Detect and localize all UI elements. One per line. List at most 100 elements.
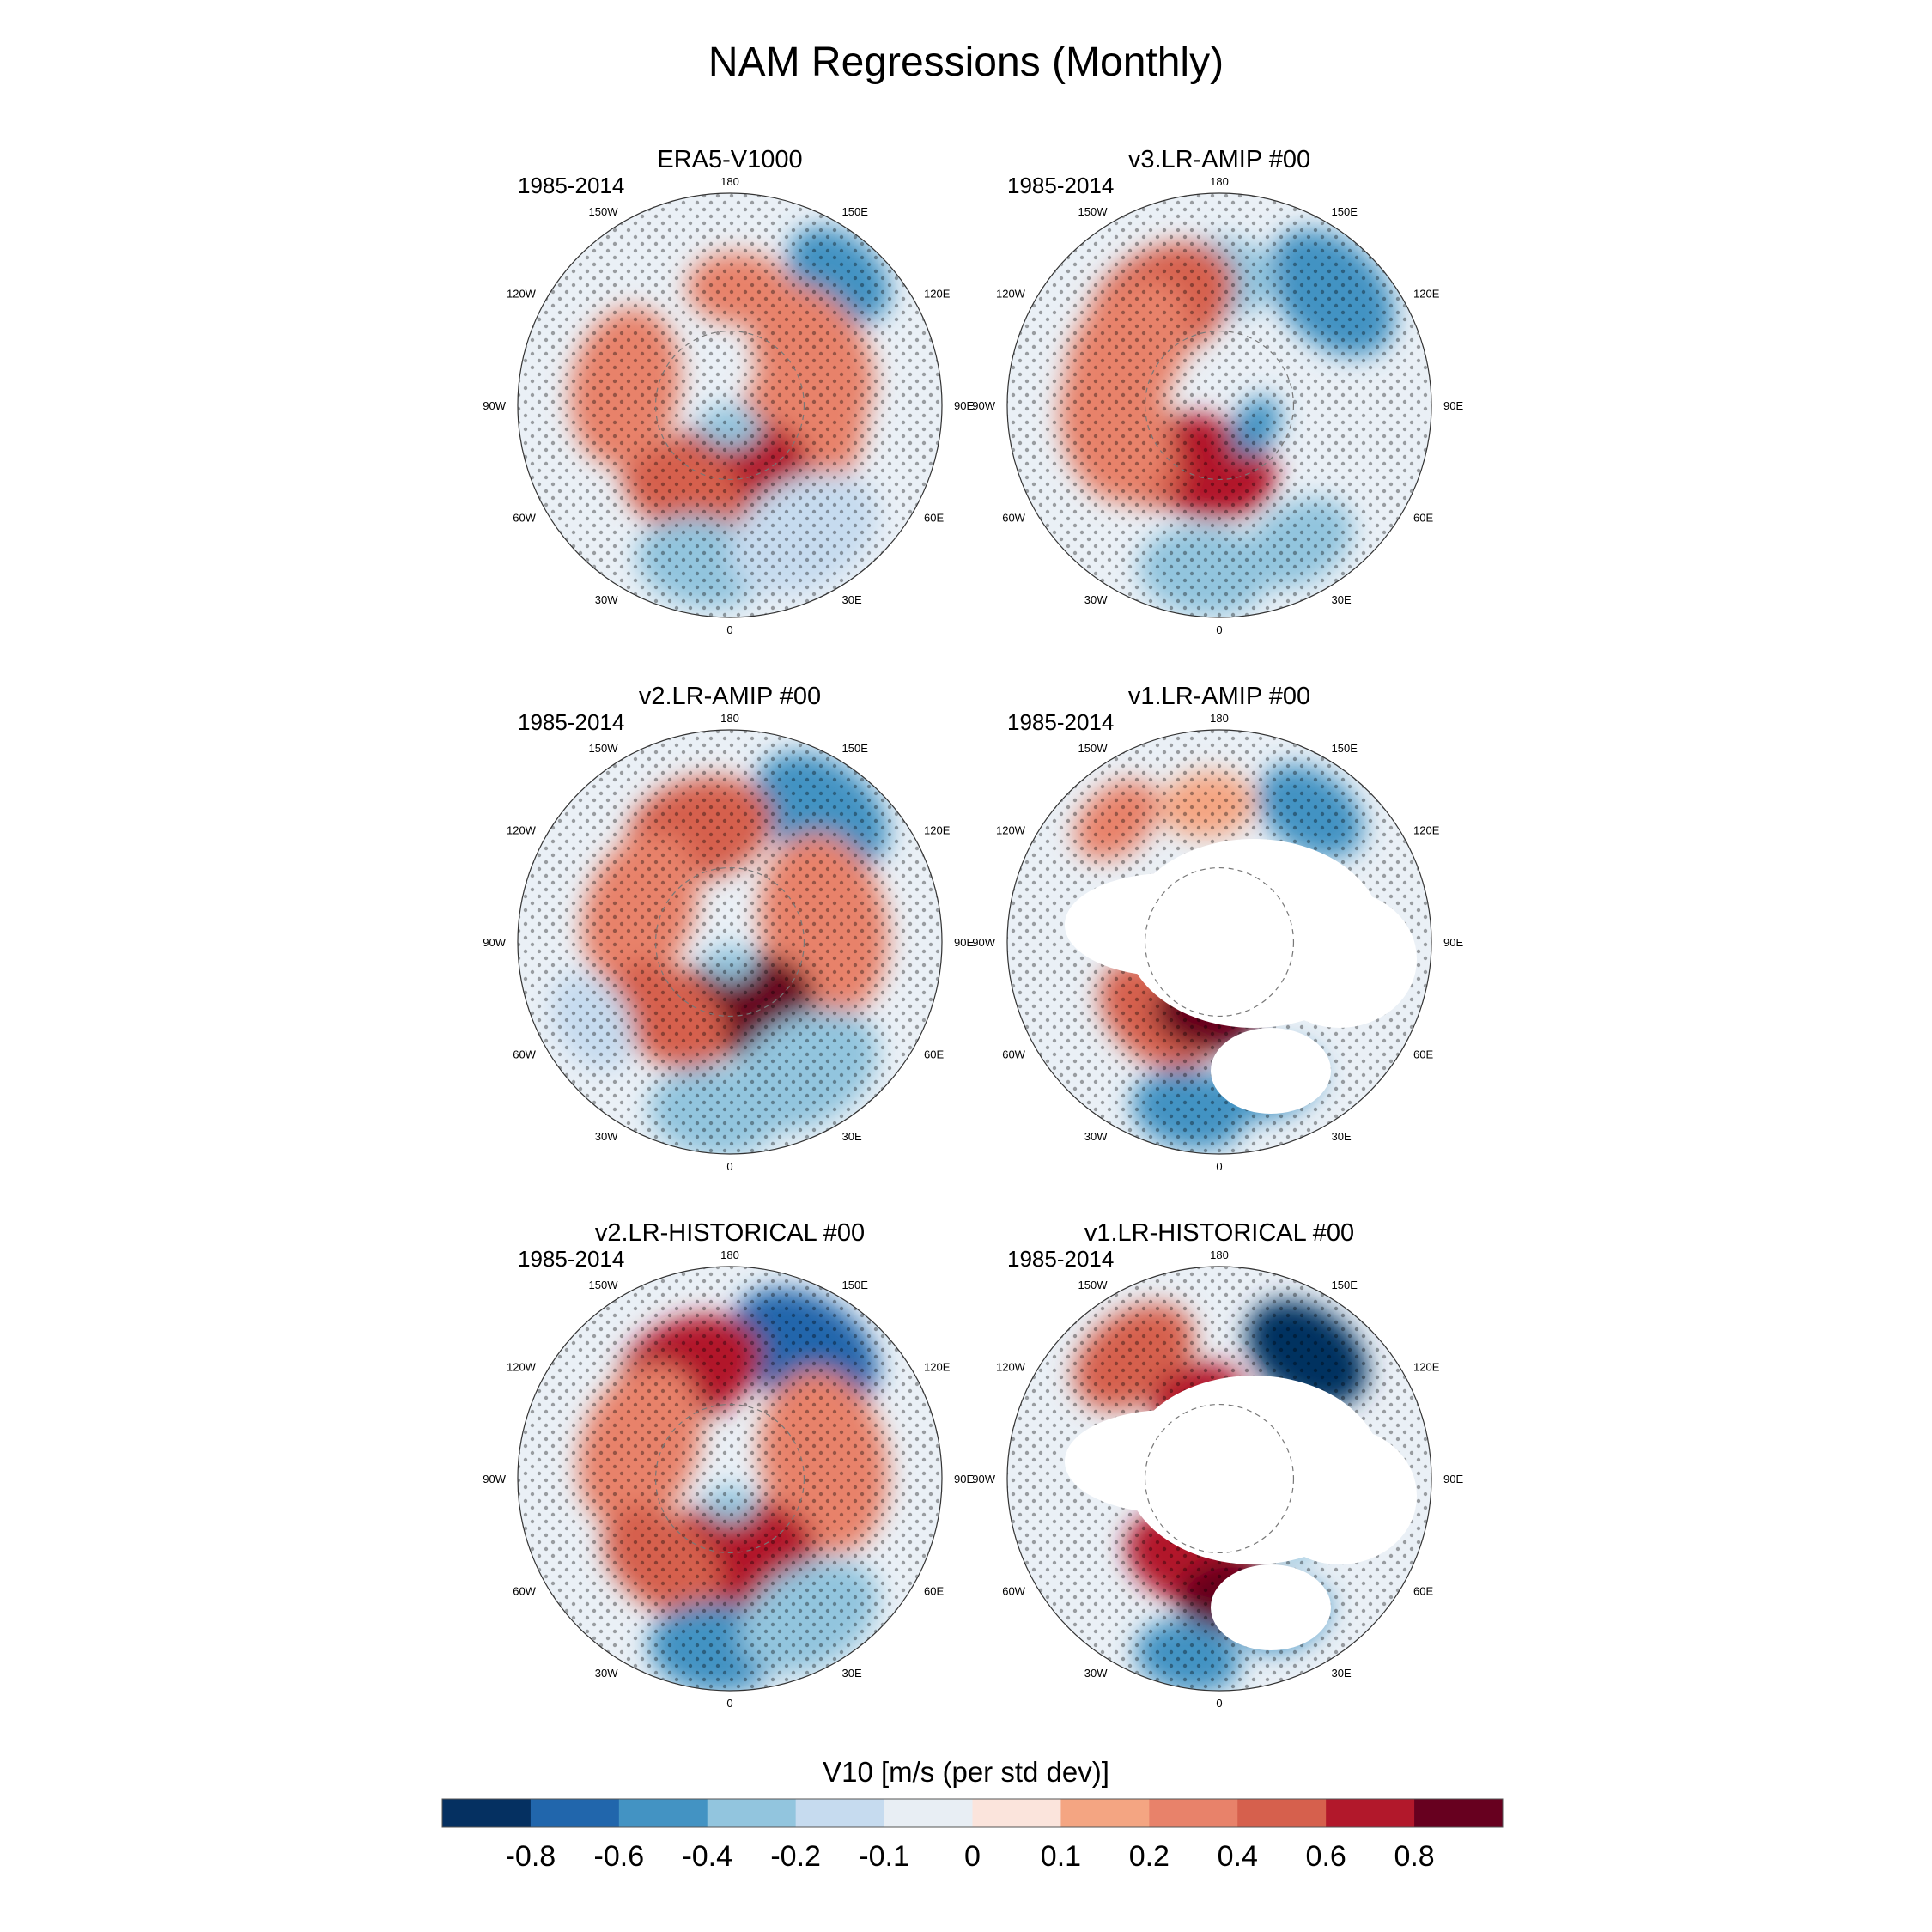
coastline-outline [1144, 1403, 1295, 1554]
longitude-label: 60E [924, 1048, 944, 1061]
missing-data-region [1065, 839, 1417, 1114]
longitude-label: 30E [1332, 593, 1352, 606]
colorbar-segment [618, 1799, 708, 1827]
longitude-label: 90W [483, 1473, 506, 1485]
longitude-label: 30E [842, 1130, 862, 1143]
panel-period: 1985-2014 [518, 709, 624, 735]
longitude-label: 30W [595, 593, 618, 606]
colorbar-segment [1149, 1799, 1238, 1827]
colorbar-segment [707, 1799, 797, 1827]
longitude-label: 60W [1002, 1048, 1025, 1061]
colorbar-tick-label: -0.8 [506, 1840, 556, 1873]
map-panel-4: 180 150E 120E 90E 60E 30E 0 30W 60W 90W 120W 150W v1… [972, 683, 1463, 1173]
longitude-label: 120W [507, 288, 537, 301]
longitude-label: 30E [842, 1667, 862, 1680]
longitude-label: 150W [589, 742, 619, 755]
longitude-label: 90E [954, 399, 974, 412]
longitude-label: 120W [507, 1361, 537, 1374]
map-panel-2: 180 150E 120E 90E 60E 30E 0 30W 60W 90W 120W 150W v3… [972, 146, 1463, 636]
colorbar-segment [1060, 1799, 1150, 1827]
longitude-label: 60W [513, 1585, 536, 1598]
colorbar-tick-label: 0.2 [1129, 1840, 1170, 1873]
longitude-label: 120W [507, 824, 537, 837]
missing-data-region [1065, 1376, 1417, 1650]
panel-period: 1985-2014 [1007, 173, 1114, 198]
colorbar-segment [884, 1799, 973, 1827]
longitude-label: 120W [996, 824, 1026, 837]
longitude-label: 150E [1332, 1279, 1358, 1291]
longitude-label: 60E [1413, 1585, 1433, 1598]
map-border [1006, 192, 1432, 618]
map-border [1006, 1266, 1432, 1692]
longitude-label: 90E [1443, 936, 1463, 949]
longitude-label: 180 [720, 175, 739, 188]
longitude-label: 90E [954, 1473, 974, 1485]
longitude-label: 30W [1084, 1667, 1108, 1680]
panel-period: 1985-2014 [518, 173, 624, 198]
map-border [1006, 729, 1432, 1155]
colorbar-tick-label: 0.4 [1218, 1840, 1258, 1873]
longitude-label: 60W [513, 1048, 536, 1061]
longitude-label: 90W [483, 399, 506, 412]
colorbar-tick-label: -0.1 [859, 1840, 909, 1873]
longitude-label: 0 [726, 623, 732, 636]
longitude-label: 180 [720, 1249, 739, 1261]
longitude-label: 90W [972, 936, 995, 949]
map-border [517, 192, 943, 618]
longitude-label: 30W [595, 1667, 618, 1680]
colorbar-segment [1414, 1799, 1504, 1827]
longitude-label: 150E [1332, 205, 1358, 218]
panel-title: v3.LR-AMIP #00 [1128, 146, 1310, 173]
longitude-label: 0 [1216, 1160, 1222, 1173]
longitude-label: 150E [842, 1279, 869, 1291]
longitude-label: 120E [1413, 288, 1440, 301]
map-border [517, 1266, 943, 1692]
coastline-outline [654, 866, 805, 1018]
panel-period: 1985-2014 [518, 1246, 624, 1272]
longitude-label: 120E [924, 824, 951, 837]
colorbar-tick-label: 0.1 [1041, 1840, 1081, 1873]
longitude-label: 180 [1210, 1249, 1229, 1261]
significance-stippling [518, 1267, 942, 1691]
colorbar-tick-label: 0.6 [1306, 1840, 1346, 1873]
longitude-label: 150E [842, 205, 869, 218]
panel-period: 1985-2014 [1007, 709, 1114, 735]
longitude-label: 180 [720, 712, 739, 725]
longitude-label: 0 [1216, 1697, 1222, 1710]
significance-stippling [1007, 193, 1431, 617]
longitude-label: 90E [954, 936, 974, 949]
colorbar-tick-label: -0.4 [682, 1840, 732, 1873]
anomaly-field [1007, 730, 1431, 1154]
colorbar-segment [795, 1799, 885, 1827]
longitude-label: 120E [1413, 1361, 1440, 1374]
longitude-label: 0 [726, 1697, 732, 1710]
longitude-label: 150W [589, 205, 619, 218]
longitude-label: 120W [996, 1361, 1026, 1374]
colorbar-tick-label: 0 [964, 1840, 981, 1873]
longitude-label: 90W [972, 1473, 995, 1485]
longitude-label: 120W [996, 288, 1026, 301]
colorbar: V10 [m/s (per std dev)] -0.8 -0.6 -0.4 -0.2… [441, 1756, 1504, 1873]
longitude-label: 0 [1216, 623, 1222, 636]
longitude-label: 60E [924, 1585, 944, 1598]
colorbar-segment [442, 1799, 532, 1827]
longitude-label: 90E [1443, 399, 1463, 412]
longitude-label: 60W [1002, 1585, 1025, 1598]
longitude-label: 120E [1413, 824, 1440, 837]
longitude-label: 30W [1084, 1130, 1108, 1143]
longitude-label: 60W [1002, 512, 1025, 525]
longitude-label: 30E [842, 593, 862, 606]
significance-stippling [518, 193, 942, 617]
longitude-label: 30E [1332, 1130, 1352, 1143]
colorbar-tick-label: -0.2 [770, 1840, 821, 1873]
longitude-label: 150W [589, 1279, 619, 1291]
coastline-outline [654, 1403, 805, 1554]
colorbar-tick-label: 0.8 [1394, 1840, 1434, 1873]
colorbar-tick-label: -0.6 [594, 1840, 645, 1873]
longitude-label: 150W [1078, 1279, 1109, 1291]
longitude-label: 150W [1078, 742, 1109, 755]
longitude-label: 60E [1413, 1048, 1433, 1061]
longitude-label: 30W [1084, 593, 1108, 606]
longitude-label: 90E [1443, 1473, 1463, 1485]
